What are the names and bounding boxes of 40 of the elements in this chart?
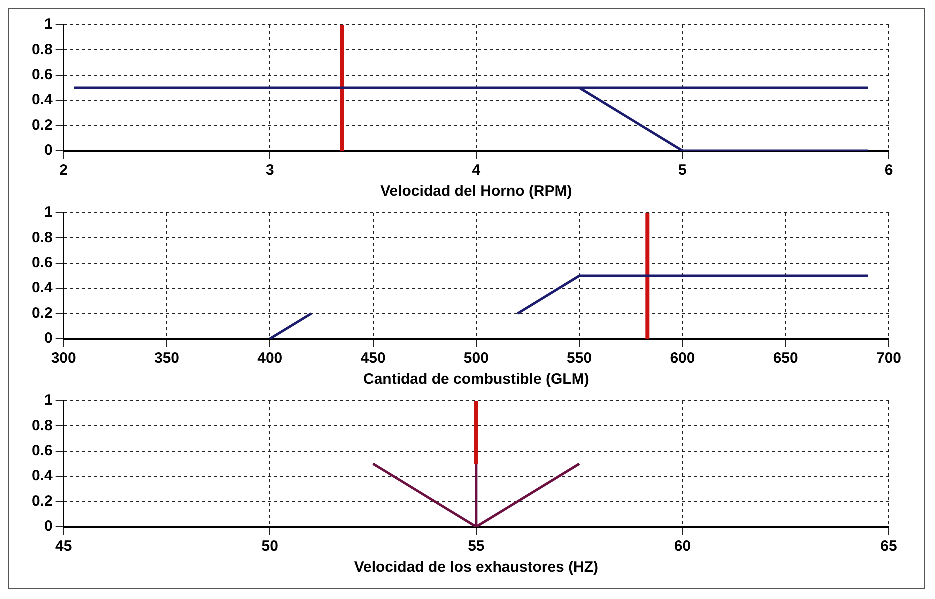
y-tick-label: 0.4 [32, 92, 54, 109]
x-tick-label: 50 [262, 538, 278, 556]
y-tick-label: 0.6 [32, 66, 53, 84]
y-tick-label: 1 [44, 392, 53, 410]
x-tick-label: 400 [258, 350, 283, 368]
x-tick-label: 60 [674, 538, 692, 556]
y-tick-label: 0.8 [32, 417, 53, 434]
y-tick-label: 0.2 [32, 116, 53, 134]
x-tick-label: 65 [880, 538, 898, 556]
x-tick-label: 500 [464, 350, 489, 368]
y-tick-label: 0.4 [32, 280, 54, 297]
x-axis-title: Cantidad de combustible (GLM) [364, 371, 590, 388]
y-tick-label: 0 [44, 518, 53, 536]
y-tick-label: 0.8 [32, 229, 53, 246]
y-tick-label: 0 [44, 330, 53, 348]
y-tick-label: 1 [44, 204, 53, 222]
x-tick-label: 650 [773, 350, 798, 368]
y-tick-label: 0 [44, 142, 53, 160]
x-tick-label: 350 [154, 350, 180, 368]
x-axis-title: Velocidad del Horno (RPM) [380, 183, 572, 200]
x-tick-label: 300 [51, 350, 76, 368]
x-tick-label: 3 [266, 162, 274, 180]
y-tick-label: 0.6 [32, 442, 53, 460]
x-tick-label: 600 [670, 350, 696, 368]
y-tick-label: 0.4 [32, 468, 54, 485]
y-tick-label: 0.6 [32, 254, 53, 272]
x-tick-label: 2 [60, 162, 68, 180]
y-tick-label: 0.2 [32, 492, 53, 510]
y-tick-label: 1 [44, 16, 53, 34]
x-tick-label: 45 [56, 538, 72, 556]
x-tick-label: 4 [472, 162, 482, 180]
x-tick-label: 55 [468, 538, 485, 556]
x-tick-label: 5 [678, 162, 687, 180]
x-tick-label: 550 [567, 350, 592, 368]
x-axis-title: Velocidad de los exhaustores (HZ) [354, 559, 599, 576]
y-tick-label: 0.2 [32, 304, 53, 322]
x-tick-label: 700 [876, 350, 902, 368]
x-tick-label: 450 [360, 350, 386, 368]
x-tick-label: 6 [884, 162, 894, 180]
y-tick-label: 0.8 [32, 41, 53, 58]
